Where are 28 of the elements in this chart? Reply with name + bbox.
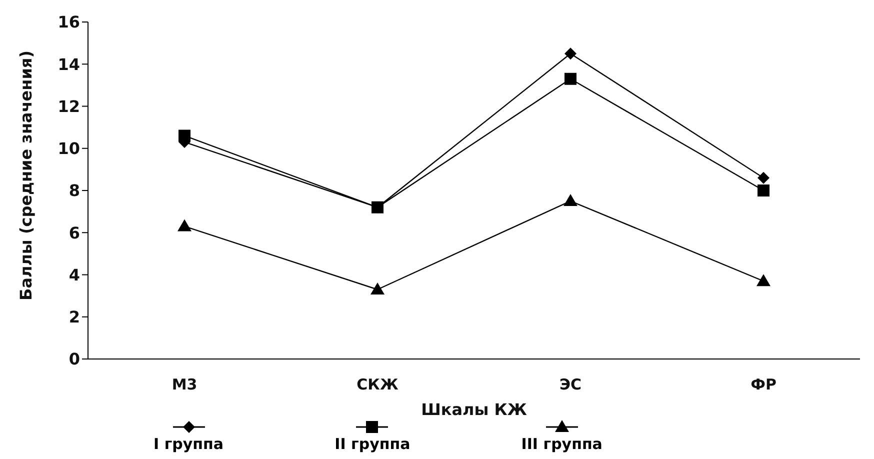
point [758, 172, 770, 184]
y-tick-label: 8 [68, 181, 80, 200]
point [178, 219, 192, 232]
legend-label: III группа [521, 435, 602, 453]
legend-label: II группа [334, 435, 410, 453]
point [372, 201, 384, 214]
point [564, 48, 576, 60]
point [756, 274, 770, 286]
x-tick-label: СКЖ [356, 376, 399, 394]
point [370, 282, 384, 294]
point [758, 184, 770, 196]
y-tick-label: 12 [58, 96, 80, 116]
y-tick-label: 6 [68, 223, 80, 242]
point [564, 194, 578, 206]
x-tick-label: ФР [750, 376, 776, 394]
legend-label: I группа [154, 435, 224, 453]
point [564, 72, 576, 85]
y-tick-label: 0 [68, 350, 80, 369]
y-tick-label: 14 [58, 54, 80, 74]
x-tick-label: М3 [172, 376, 198, 394]
y-axis-title: Баллы (средние значения) [16, 50, 36, 300]
y-tick-label: 16 [58, 12, 80, 32]
x-axis-title: Шкалы КЖ [421, 400, 528, 419]
y-tick-label: 10 [58, 139, 80, 158]
point [178, 130, 190, 142]
y-tick-label: 2 [68, 308, 80, 327]
x-tick-label: ЭС [559, 376, 582, 394]
y-tick-label: 4 [68, 265, 80, 284]
